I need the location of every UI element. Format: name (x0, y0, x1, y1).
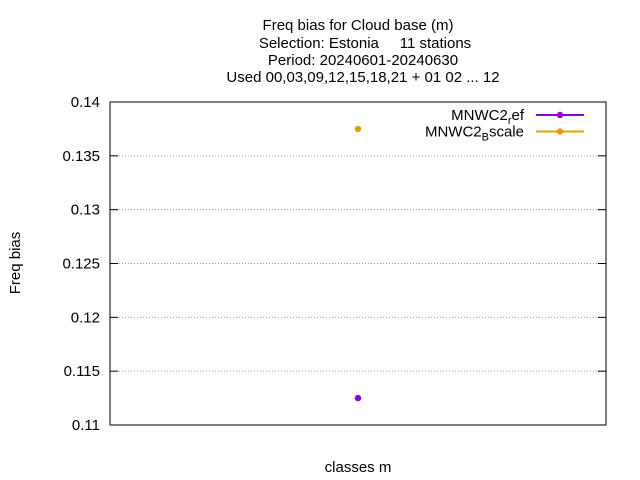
y-tick-label: 0.11 (72, 417, 100, 434)
y-tick-label: 0.14 (71, 94, 100, 111)
y-tick-label: 0.125 (62, 256, 100, 273)
legend-marker (556, 128, 564, 135)
legend-label: MNWC2Bscale (425, 124, 524, 144)
gridlines (110, 155, 606, 372)
legend-marker (556, 111, 564, 119)
y-tick-label: 0.13 (71, 202, 100, 219)
chart-title-line-4: Used 00,03,09,12,15,18,21 + 01 02 ... 12 (226, 69, 499, 86)
chart-title-line-2: Selection: Estonia 11 stations (259, 35, 471, 52)
y-axis-label: Freq bias (7, 232, 24, 295)
data-point (354, 394, 362, 402)
chart-title-line-1: Freq bias for Cloud base (m) (263, 17, 454, 34)
plot-area-border (109, 101, 607, 426)
y-tick-label: 0.135 (62, 148, 100, 165)
data-point (354, 125, 362, 133)
chart-title-line-3: Period: 20240601-20240630 (268, 52, 458, 69)
y-tick-label: 0.12 (71, 309, 100, 326)
data-points (354, 125, 362, 402)
x-axis-label: classes m (325, 459, 392, 476)
y-tick-label: 0.115 (64, 363, 100, 380)
legend-label: MNWC2ref (451, 107, 525, 127)
